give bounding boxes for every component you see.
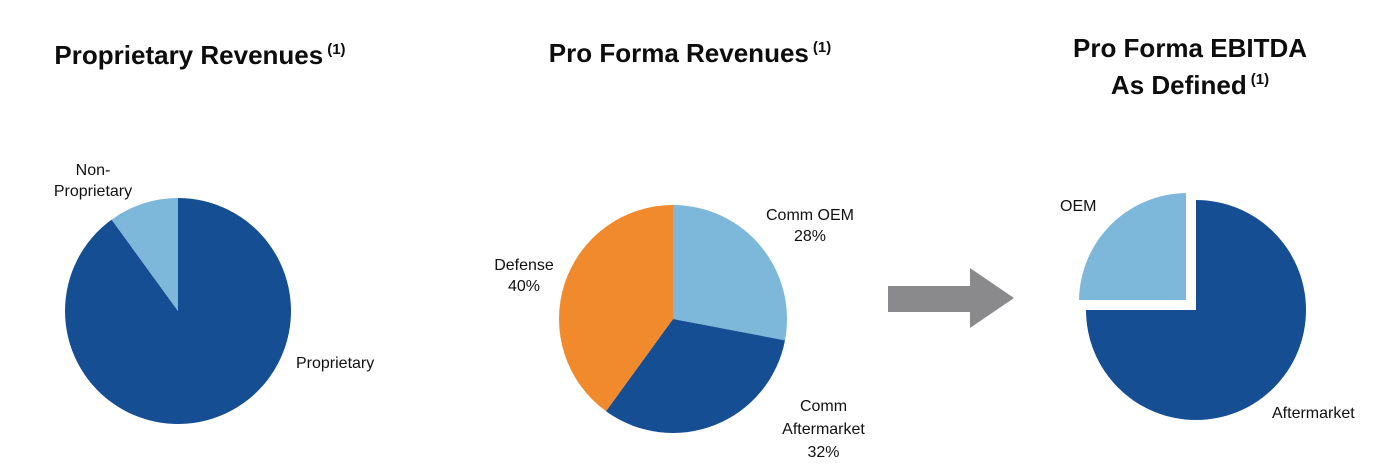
title-footnote: (1) [1250,71,1270,88]
label-line: Proprietary [53,183,133,200]
slice-label-comm-aftermarket: Comm Aftermarket 32% [766,395,881,464]
label-line: Aftermarket [782,421,865,438]
pie-slice-comm-aftermarket [605,319,785,434]
pie-slice-aftermarket [1086,200,1306,420]
label-line: OEM [1060,198,1097,215]
title-line-2: As Defined [1110,70,1247,100]
label-line: Aftermarket [1272,405,1355,422]
title-footnote: (1) [812,39,832,56]
label-line: Non- [75,162,111,179]
slice-label-proprietary: Proprietary [296,353,374,374]
slice-label-oem: OEM [1060,196,1096,217]
slice-label-aftermarket: Aftermarket [1272,403,1355,424]
label-line: 32% [807,444,840,461]
label-line: Proprietary [296,355,375,372]
chart-title-pro-forma-ebitda: Pro Forma EBITDA As Defined (1) [1040,32,1340,101]
chart-title-proprietary-revenues: Proprietary Revenues (1) [30,34,370,71]
slice-label-non-proprietary: Non- Proprietary [48,160,138,202]
pie-slice-defense [559,205,673,412]
chart-title-pro-forma-revenues: Pro Forma Revenues (1) [520,32,860,69]
title-text: Pro Forma Revenues [548,38,809,68]
slice-label-comm-oem: Comm OEM 28% [760,205,860,247]
title-footnote: (1) [327,41,346,58]
title-text: Proprietary Revenues [54,40,324,70]
right-arrow-icon [888,268,1014,328]
pie-slice-comm-oem [673,204,788,341]
label-line: 28% [793,228,827,245]
label-line: 40% [507,278,541,295]
pie-slice-oem [1076,190,1190,304]
title-line-1: Pro Forma EBITDA [1072,33,1308,63]
label-line: Comm [799,398,848,415]
slice-label-defense: Defense 40% [484,255,564,297]
label-line: Defense [494,257,554,274]
label-line: Comm OEM [766,207,854,224]
pie-slice-non-proprietary [111,198,178,311]
